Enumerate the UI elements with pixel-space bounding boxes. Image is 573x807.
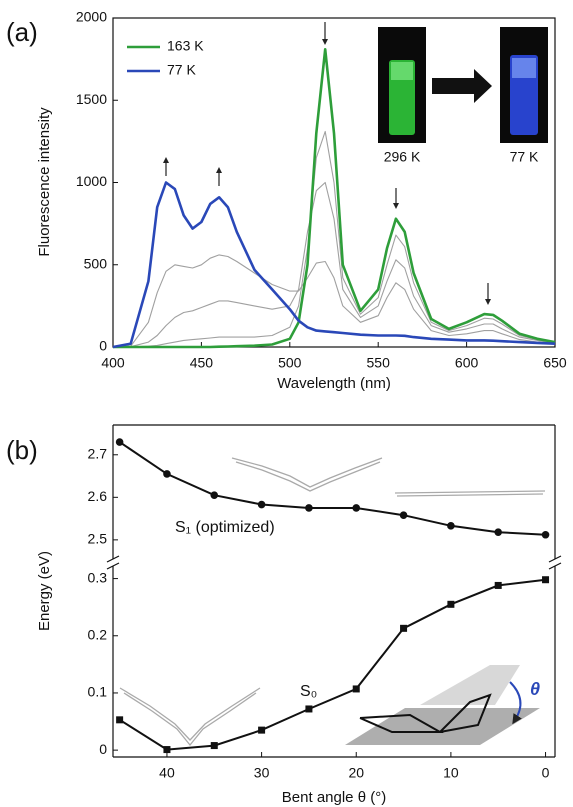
line-series — [112, 181, 556, 348]
inset-label: 296 K — [384, 149, 421, 165]
x-tick-label: 550 — [367, 355, 391, 371]
y-tick-label: 1500 — [76, 91, 107, 107]
x-axis-title: Wavelength (nm) — [277, 375, 391, 392]
marker — [447, 600, 455, 608]
axis-break — [548, 555, 562, 563]
y-tick-label: 0 — [99, 741, 107, 757]
x-tick-label: 600 — [455, 355, 479, 371]
x-axis-title: Bent angle θ (°) — [282, 789, 386, 806]
marker — [305, 504, 313, 512]
line-series — [119, 441, 546, 536]
y-axis-title: Energy (eV) — [36, 551, 53, 631]
marker — [257, 500, 266, 509]
bend-diagram: θ — [345, 665, 540, 745]
svg-text:θ: θ — [530, 679, 540, 699]
line-series — [119, 578, 546, 751]
marker — [400, 624, 408, 632]
y-tick-label: 2.7 — [88, 445, 108, 461]
line-series — [113, 130, 556, 348]
marker — [494, 581, 502, 589]
line-series — [112, 181, 556, 349]
marker — [163, 746, 171, 754]
marker — [210, 491, 219, 499]
series-label: S₀ — [300, 683, 317, 700]
trend-arrows — [163, 22, 491, 305]
marker — [115, 438, 124, 446]
x-tick-label: 500 — [278, 355, 302, 371]
molecule-sketch — [119, 457, 546, 747]
marker — [447, 522, 455, 530]
x-tick-label: 30 — [254, 765, 270, 781]
marker — [163, 470, 171, 478]
y-tick-label: 2.6 — [88, 488, 108, 504]
y-tick-label: 0.3 — [88, 569, 108, 585]
marker — [352, 504, 361, 512]
y-axis-title: Fluorescence intensity — [36, 107, 53, 257]
series-label: S₁ (optimized) — [175, 519, 275, 536]
marker — [116, 716, 124, 724]
y-tick-label: 1000 — [76, 173, 107, 189]
inset-photos — [378, 27, 548, 143]
x-tick-label: 20 — [348, 765, 364, 781]
legend-label: 77 K — [167, 62, 196, 78]
axis-break — [106, 555, 120, 563]
legend-label: 163 K — [167, 38, 204, 54]
marker — [210, 742, 218, 750]
y-tick-label: 0.1 — [88, 684, 108, 700]
axis-break — [106, 562, 120, 570]
y-tick-label: 0.2 — [88, 626, 108, 642]
marker — [305, 705, 313, 713]
x-tick-label: 10 — [443, 765, 459, 781]
x-tick-label: 0 — [542, 765, 550, 781]
marker — [541, 530, 550, 539]
y-tick-label: 500 — [84, 255, 108, 271]
y-tick-label: 2000 — [76, 9, 107, 25]
marker — [352, 685, 360, 693]
x-tick-label: 450 — [190, 355, 214, 371]
y-tick-label: 2.5 — [88, 531, 108, 547]
marker — [258, 726, 266, 734]
marker — [399, 511, 408, 519]
panel-label: (b) — [6, 435, 38, 465]
panel-label: (a) — [6, 17, 38, 47]
x-tick-label: 400 — [101, 355, 125, 371]
marker — [494, 528, 503, 536]
axis-break — [548, 562, 562, 570]
x-tick-label: 650 — [543, 355, 567, 371]
x-tick-label: 40 — [159, 765, 175, 781]
marker — [542, 576, 550, 584]
inset-label: 77 K — [510, 149, 539, 165]
line-series — [112, 254, 556, 348]
y-tick-label: 0 — [99, 338, 107, 354]
line-series — [113, 48, 556, 349]
